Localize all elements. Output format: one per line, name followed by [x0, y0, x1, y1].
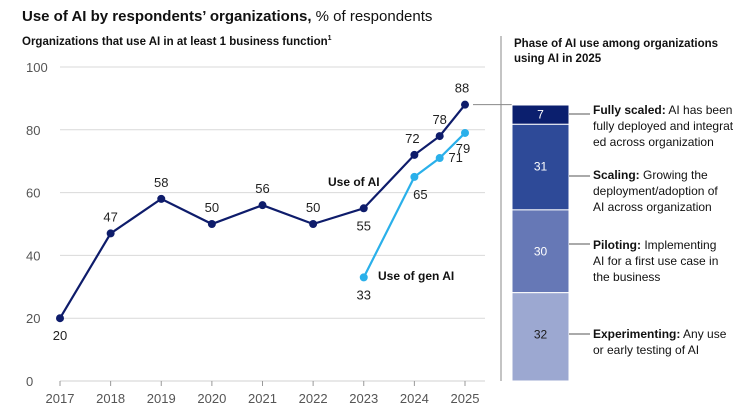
chart-title: Use of AI by respondents’ organizations,…: [22, 8, 432, 25]
x-tick-label-2024: 2024: [400, 391, 429, 405]
x-tick-label-2021: 2021: [248, 391, 277, 405]
chart-subtitle: Organizations that use AI in at least 1 …: [22, 35, 332, 48]
chart-title-bold: Use of AI by respondents’ organizations,: [22, 8, 312, 25]
data-label-ai-3: 50: [205, 200, 219, 215]
data-label-ai-0: 20: [53, 328, 67, 343]
data-label-ai-2: 58: [154, 175, 168, 190]
y-tick-label-20: 20: [26, 311, 40, 326]
data-point-ai-0: [56, 314, 64, 323]
phase-fully-scaled-desc-3: ed across organization: [593, 135, 714, 149]
y-tick-label-40: 40: [26, 248, 40, 263]
data-point-ai-2: [157, 194, 166, 203]
data-point-ai-6: [359, 204, 368, 213]
data-label-ai-9: 88: [455, 81, 469, 96]
x-tick-label-2020: 2020: [197, 391, 226, 405]
data-label-ai-8: 78: [432, 112, 446, 127]
phase-piloting-desc-1: Implementing: [641, 238, 717, 252]
phase-fully-scaled-desc-1: AI has been: [665, 103, 733, 117]
x-tick-label-2023: 2023: [349, 391, 378, 405]
data-point-ai-5: [309, 220, 318, 228]
phase-piloting-desc-3: the business: [593, 270, 661, 284]
bar-value-fully-scaled: 7: [537, 108, 544, 122]
footnote-marker: 1: [327, 35, 332, 42]
phase-fully-scaled: Fully scaled: AI has been fully deployed…: [593, 102, 740, 150]
data-label-genai-0: 33: [357, 287, 371, 302]
bar-segment-scaling: [511, 123, 570, 211]
data-point-genai-2: [435, 154, 444, 163]
data-point-genai-1: [410, 172, 419, 181]
y-tick-label-60: 60: [26, 186, 40, 201]
data-label-genai-3: 79: [456, 141, 470, 156]
phase-piloting: Piloting: Implementing AI for a first us…: [593, 237, 740, 285]
data-label-ai-7: 72: [405, 131, 419, 146]
data-label-ai-4: 56: [255, 181, 269, 196]
data-label-genai-2: 71: [448, 150, 462, 165]
x-tick-label-2018: 2018: [96, 391, 125, 405]
phase-panel-title: Phase of AI use among organizations usin…: [514, 38, 719, 65]
x-tick-label-2025: 2025: [451, 391, 480, 405]
series-line-use-of-ai: [59, 103, 466, 319]
phase-fully-scaled-name: Fully scaled:: [593, 103, 666, 117]
phase-fully-scaled-desc-2: fully deployed and integrat: [593, 119, 734, 133]
bar-value-piloting: 30: [534, 244, 548, 258]
phase-experimenting-desc-2: or early testing of AI: [593, 343, 700, 357]
series-label-use-of-ai: Use of AI: [328, 175, 380, 189]
bar-segment-experimenting: [511, 292, 570, 382]
data-point-ai-3: [207, 220, 216, 228]
phase-scaling-desc-3: AI across organization: [593, 200, 712, 214]
data-label-ai-6: 55: [357, 218, 371, 233]
data-label-ai-5: 50: [306, 200, 320, 215]
bar-segment-piloting: [511, 209, 570, 294]
phase-scaling-desc-2: deployment/adoption of: [593, 184, 718, 198]
y-tick-label-80: 80: [26, 123, 40, 138]
phase-experimenting-name: Experimenting:: [593, 327, 681, 341]
bar-value-scaling: 31: [534, 159, 548, 173]
y-tick-label-100: 100: [26, 60, 48, 75]
chart-title-rest: % of respondents: [311, 8, 433, 25]
phase-scaling-desc-1: Growing the: [639, 168, 708, 182]
x-tick-label-2022: 2022: [299, 391, 328, 405]
data-point-genai-3: [461, 128, 469, 137]
bar-value-experimenting: 32: [534, 328, 548, 342]
data-point-ai-7: [410, 150, 419, 159]
data-point-ai-4: [258, 201, 267, 210]
series-label-use-of-gen-ai: Use of gen AI: [378, 269, 454, 283]
series-line-use-of-gen-ai: [362, 132, 466, 278]
y-tick-label-0: 0: [26, 374, 33, 389]
data-point-ai-9: [461, 100, 469, 109]
phase-experimenting: Experimenting: Any use or early testing …: [593, 326, 740, 358]
data-label-ai-1: 47: [103, 209, 117, 224]
data-label-genai-1: 65: [413, 187, 427, 202]
phase-experimenting-desc-1: Any use: [680, 327, 727, 341]
x-tick-label-2017: 2017: [46, 391, 75, 405]
data-point-genai-0: [359, 273, 368, 282]
chart-subtitle-text: Organizations that use AI in at least 1 …: [22, 35, 328, 48]
x-tick-label-2019: 2019: [147, 391, 176, 405]
data-point-ai-1: [106, 229, 115, 238]
phase-piloting-name: Piloting:: [593, 238, 641, 252]
phase-piloting-desc-2: AI for a first use case in: [593, 254, 719, 268]
data-point-ai-8: [435, 132, 444, 141]
phase-scaling-name: Scaling:: [593, 168, 640, 182]
phase-scaling: Scaling: Growing the deployment/adoption…: [593, 167, 740, 215]
